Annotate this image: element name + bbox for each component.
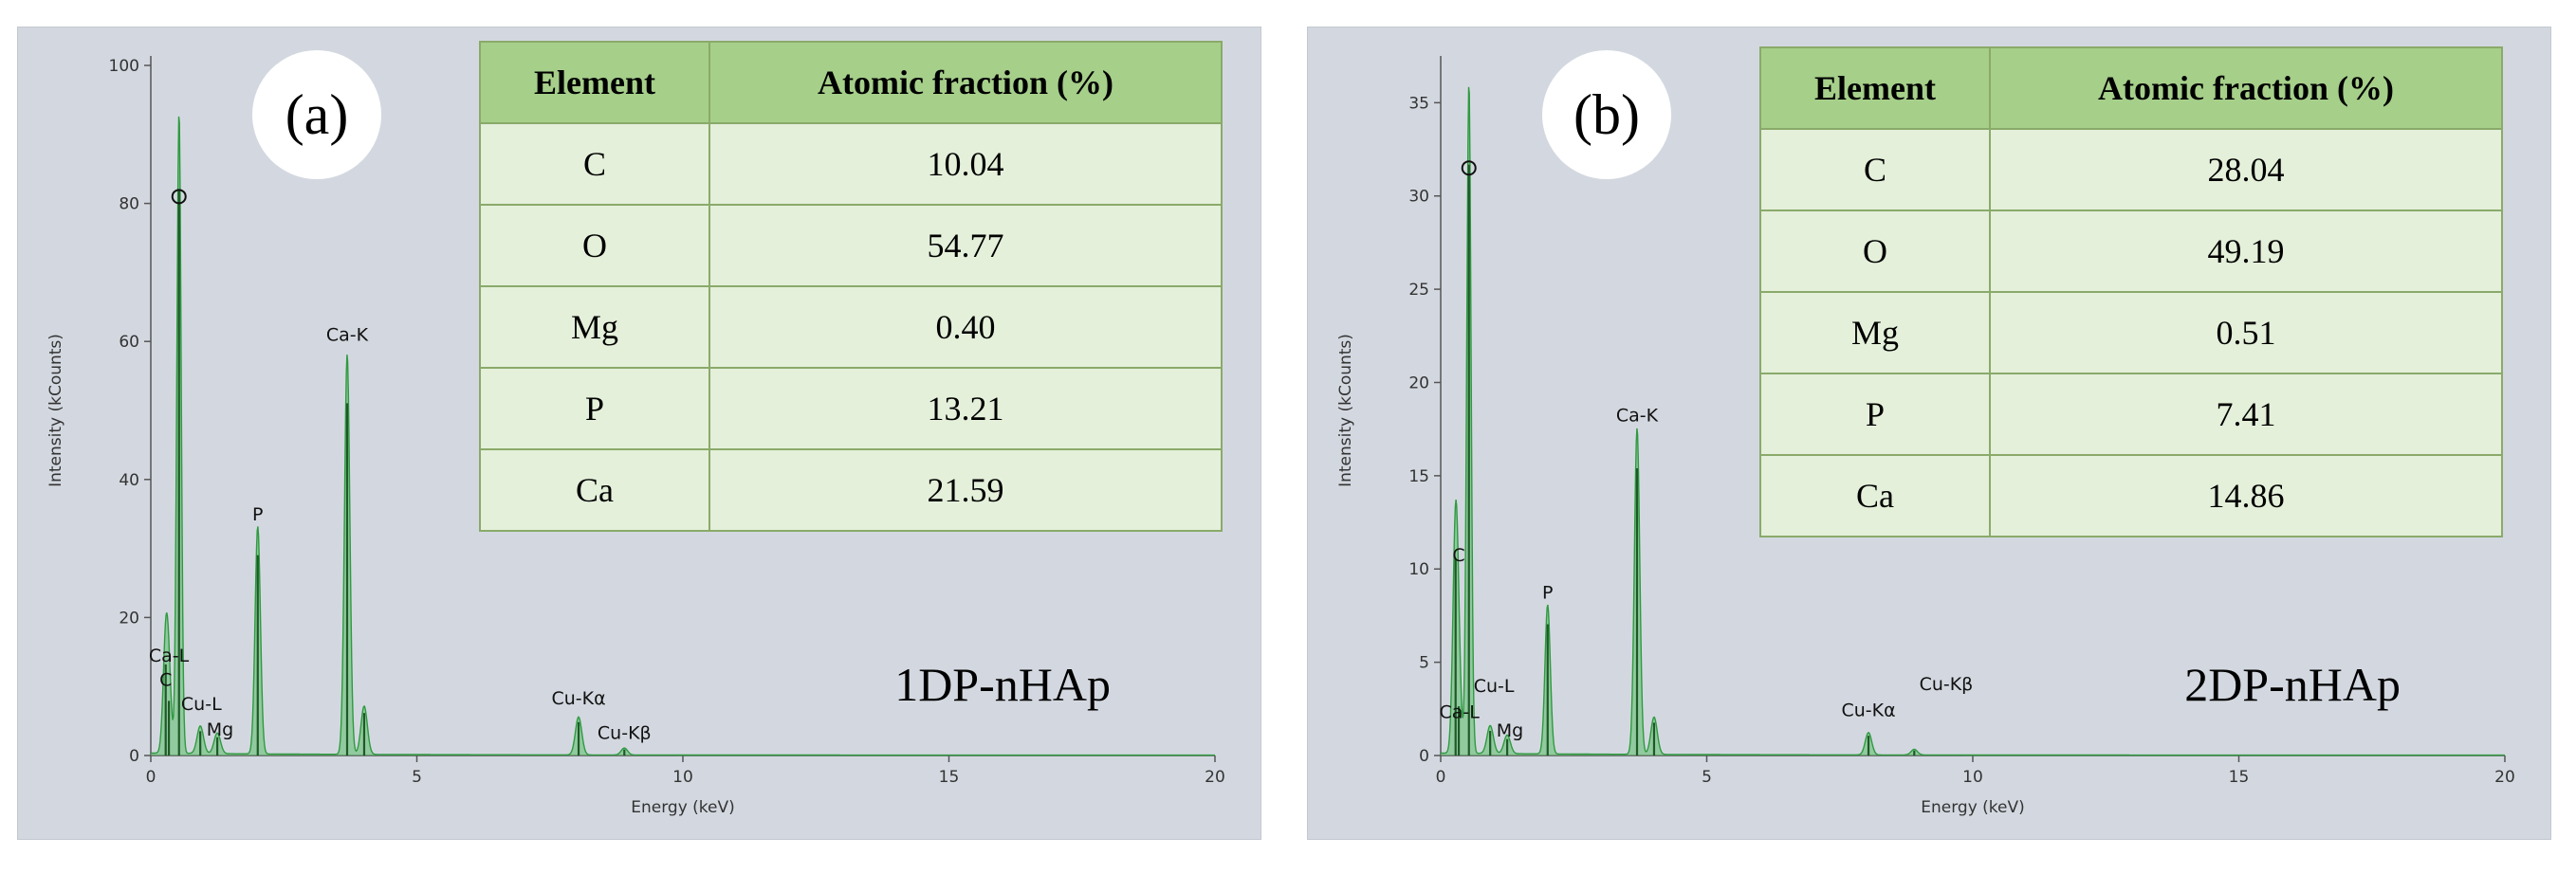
y-axis-title: Intensity (kCounts) <box>1336 334 1355 487</box>
table-cell-fraction: 13.21 <box>708 367 1223 450</box>
y-tick-label: 10 <box>1408 560 1429 579</box>
table-header-row: Element Atomic fraction (%) <box>1759 46 2503 130</box>
table-cell-fraction: 7.41 <box>1989 373 2503 456</box>
peak-label: Cu-L <box>1474 676 1515 697</box>
table-cell-fraction: 0.51 <box>1989 291 2503 374</box>
table-cell-fraction: 21.59 <box>708 448 1223 532</box>
panel-letter: (b) <box>1573 83 1640 146</box>
y-tick-label: 30 <box>1408 188 1429 207</box>
y-tick-label: 15 <box>1408 467 1429 486</box>
table-cell-element: Mg <box>479 285 710 369</box>
peak-label: C <box>159 669 172 690</box>
panel-letter-badge <box>1542 50 1671 179</box>
x-tick-label: 10 <box>1962 768 1983 787</box>
x-tick-label: 0 <box>146 768 156 787</box>
y-tick-label: 100 <box>109 57 139 76</box>
y-tick-label: 80 <box>119 195 139 214</box>
table-header-row: Element Atomic fraction (%) <box>479 41 1223 124</box>
eds-spectrum-b: 0 5 10 15 20 25 30 35 0 5 10 15 20 Energy (keV) Intens… <box>1336 50 2515 817</box>
x-tick-label: 15 <box>2229 768 2250 787</box>
table-row: Ca 21.59 <box>479 448 1223 532</box>
peak-label: Cu-Kβ <box>1920 674 1974 695</box>
peak-label: Mg <box>1497 720 1523 741</box>
chart-panel-a: 0 20 40 60 80 100 0 5 10 15 20 Energy (keV) Intensit… <box>17 27 1261 840</box>
y-tick-label: 60 <box>119 333 139 352</box>
peak-label: Ca-L <box>149 646 190 666</box>
oxygen-peak-marker <box>1461 160 1477 176</box>
table-cell-element: C <box>1759 128 1991 211</box>
peak-label: Mg <box>207 719 233 740</box>
y-tick-label: 0 <box>1419 747 1429 766</box>
eds-spectrum-a: 0 20 40 60 80 100 0 5 10 15 20 Energy (keV) Intensit… <box>46 50 1225 817</box>
table-cell-element: O <box>479 204 710 287</box>
spectrum-line <box>151 116 1215 756</box>
peak-label: Ca-K <box>326 324 369 345</box>
table-row: P 13.21 <box>479 367 1223 450</box>
table-header-element: Element <box>1759 46 1991 130</box>
sample-label: 1DP-nHAp <box>894 658 1111 711</box>
table-row: O 54.77 <box>479 204 1223 287</box>
table-cell-fraction: 49.19 <box>1989 209 2503 293</box>
x-tick-label: 20 <box>2494 768 2515 787</box>
table-header-fraction: Atomic fraction (%) <box>1989 46 2503 130</box>
table-header-fraction: Atomic fraction (%) <box>708 41 1223 124</box>
table-cell-fraction: 54.77 <box>708 204 1223 287</box>
table-cell-element: Ca <box>1759 454 1991 537</box>
x-axis-title: Energy (keV) <box>631 798 735 817</box>
peak-label: Cu-Kα <box>1841 701 1895 721</box>
table-row: P 7.41 <box>1759 373 2503 456</box>
sample-label: 2DP-nHAp <box>2184 658 2401 711</box>
peak-label: C <box>1452 545 1464 566</box>
table-cell-fraction: 28.04 <box>1989 128 2503 211</box>
table-row: Mg 0.40 <box>479 285 1223 369</box>
peak-label: Ca-L <box>1439 702 1480 723</box>
y-tick-label: 5 <box>1419 654 1429 673</box>
table-row: C 10.04 <box>479 122 1223 206</box>
y-tick-label: 25 <box>1408 281 1429 300</box>
y-axis-title: Intensity (kCounts) <box>46 334 65 487</box>
y-tick-label: 40 <box>119 471 139 490</box>
chart-panel-b: 0 5 10 15 20 25 30 35 0 5 10 15 20 Energy (keV) Intens… <box>1307 27 2551 840</box>
x-tick-label: 5 <box>412 768 422 787</box>
atomic-fraction-table-b: Element Atomic fraction (%) C 28.04 O 49… <box>1759 46 2503 537</box>
table-row: O 49.19 <box>1759 209 2503 293</box>
table-cell-fraction: 10.04 <box>708 122 1223 206</box>
panel-letter: (a) <box>285 83 349 146</box>
peak-label: P <box>252 504 263 525</box>
table-cell-element: Mg <box>1759 291 1991 374</box>
table-cell-element: P <box>479 367 710 450</box>
table-row: C 28.04 <box>1759 128 2503 211</box>
table-row: Mg 0.51 <box>1759 291 2503 374</box>
peak-label: Ca-K <box>1616 406 1659 427</box>
spectrum-line <box>1441 86 2505 756</box>
panel-letter-badge <box>252 50 381 179</box>
y-tick-label: 20 <box>1408 373 1429 392</box>
x-tick-label: 0 <box>1436 768 1446 787</box>
x-tick-label: 15 <box>939 768 960 787</box>
y-tick-label: 35 <box>1408 94 1429 113</box>
x-tick-label: 20 <box>1205 768 1225 787</box>
atomic-fraction-table-a: Element Atomic fraction (%) C 10.04 O 54… <box>479 41 1223 532</box>
peak-label: Cu-L <box>181 694 222 715</box>
table-cell-fraction: 14.86 <box>1989 454 2503 537</box>
table-cell-element: Ca <box>479 448 710 532</box>
y-tick-label: 20 <box>119 609 139 628</box>
y-tick-label: 0 <box>129 747 139 766</box>
table-cell-element: C <box>479 122 710 206</box>
table-cell-fraction: 0.40 <box>708 285 1223 369</box>
peak-label: P <box>1542 583 1553 604</box>
oxygen-peak-marker <box>171 189 187 205</box>
x-tick-label: 5 <box>1702 768 1712 787</box>
x-tick-label: 10 <box>672 768 693 787</box>
peak-label: Cu-Kβ <box>598 723 652 744</box>
table-cell-element: O <box>1759 209 1991 293</box>
table-row: Ca 14.86 <box>1759 454 2503 537</box>
x-axis-title: Energy (keV) <box>1921 798 2025 817</box>
table-cell-element: P <box>1759 373 1991 456</box>
table-header-element: Element <box>479 41 710 124</box>
peak-label: Cu-Kα <box>551 688 605 709</box>
